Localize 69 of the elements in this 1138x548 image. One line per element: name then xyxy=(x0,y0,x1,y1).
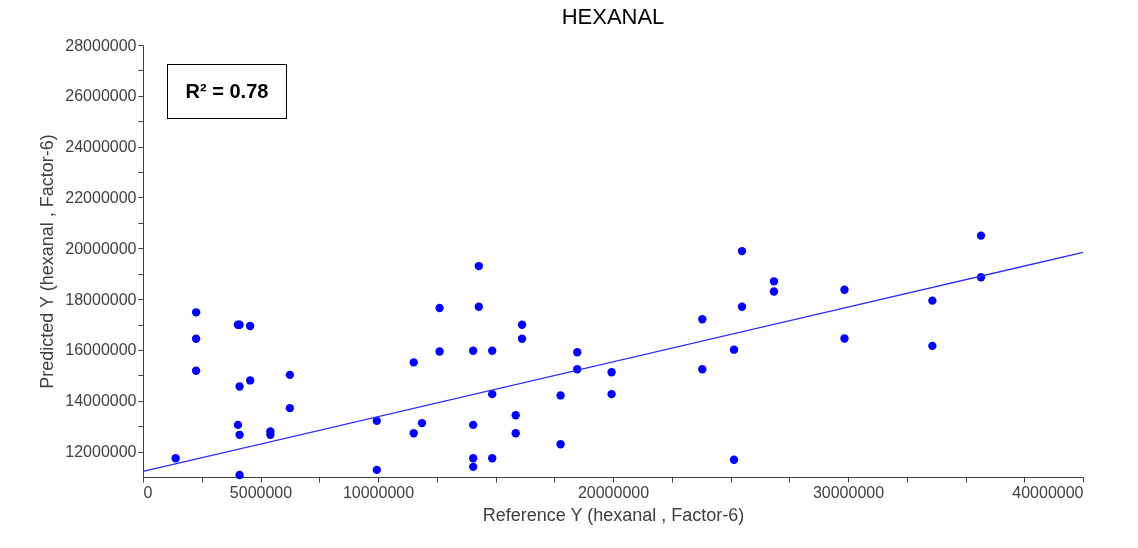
point xyxy=(737,246,747,256)
point xyxy=(468,420,478,430)
point xyxy=(171,454,180,463)
point xyxy=(372,416,382,426)
point xyxy=(245,376,255,385)
point xyxy=(607,368,616,377)
point xyxy=(372,465,382,475)
point xyxy=(729,455,739,464)
y-tick-label: 26000000 xyxy=(65,87,137,105)
point xyxy=(488,389,497,399)
point xyxy=(233,420,243,430)
point xyxy=(191,366,201,375)
point xyxy=(488,454,497,463)
point xyxy=(468,454,478,463)
y-axis-title: Predicted Y (hexanal , Factor-6) xyxy=(37,134,58,389)
point xyxy=(235,382,244,391)
point xyxy=(474,302,483,311)
point xyxy=(737,302,747,311)
y-tick-label: 14000000 xyxy=(65,392,137,410)
x-tick-label: 20000000 xyxy=(577,483,650,501)
point xyxy=(245,321,255,331)
point xyxy=(698,315,707,324)
x-tick-label: 5000000 xyxy=(229,483,293,501)
x-axis-title: Reference Y (hexanal , Factor-6) xyxy=(482,504,745,525)
point xyxy=(468,462,478,472)
point xyxy=(235,430,244,439)
point xyxy=(511,429,520,438)
point xyxy=(191,308,201,317)
point xyxy=(409,429,418,438)
point xyxy=(698,365,707,374)
y-tick-label: 24000000 xyxy=(65,138,137,156)
point xyxy=(488,346,497,355)
y-tick-label: 20000000 xyxy=(65,239,137,257)
point xyxy=(468,346,478,355)
annotation: R² = 0.78 xyxy=(167,64,287,119)
point xyxy=(769,277,779,286)
point xyxy=(285,403,295,413)
point xyxy=(417,418,427,428)
y-tick-label: 16000000 xyxy=(65,341,137,359)
point xyxy=(840,285,849,294)
point xyxy=(573,348,582,357)
point xyxy=(285,370,295,380)
point xyxy=(517,320,527,329)
point xyxy=(928,341,937,351)
point xyxy=(928,296,937,305)
point xyxy=(556,391,565,400)
y-tick-label: 12000000 xyxy=(65,443,137,461)
point xyxy=(191,334,201,343)
point xyxy=(729,345,739,354)
point xyxy=(607,389,616,399)
y-tick-label: 18000000 xyxy=(65,290,137,308)
x-tick-label: 30000000 xyxy=(812,483,885,501)
point xyxy=(435,347,444,356)
point xyxy=(517,334,527,343)
point xyxy=(769,287,779,296)
point xyxy=(511,411,520,420)
point xyxy=(474,261,483,271)
x-tick-label: 10000000 xyxy=(342,483,415,501)
chart-title: HEXANAL xyxy=(561,4,665,29)
point xyxy=(409,358,418,367)
x-tick-label: 40000000 xyxy=(1012,483,1084,501)
y-tick-label: 22000000 xyxy=(65,188,137,206)
point xyxy=(435,303,444,313)
point xyxy=(976,231,986,240)
x-tick-label: 0 xyxy=(143,483,153,501)
y-tick-label: 28000000 xyxy=(65,36,137,54)
point xyxy=(840,334,849,343)
point xyxy=(556,440,565,449)
point xyxy=(235,470,244,480)
